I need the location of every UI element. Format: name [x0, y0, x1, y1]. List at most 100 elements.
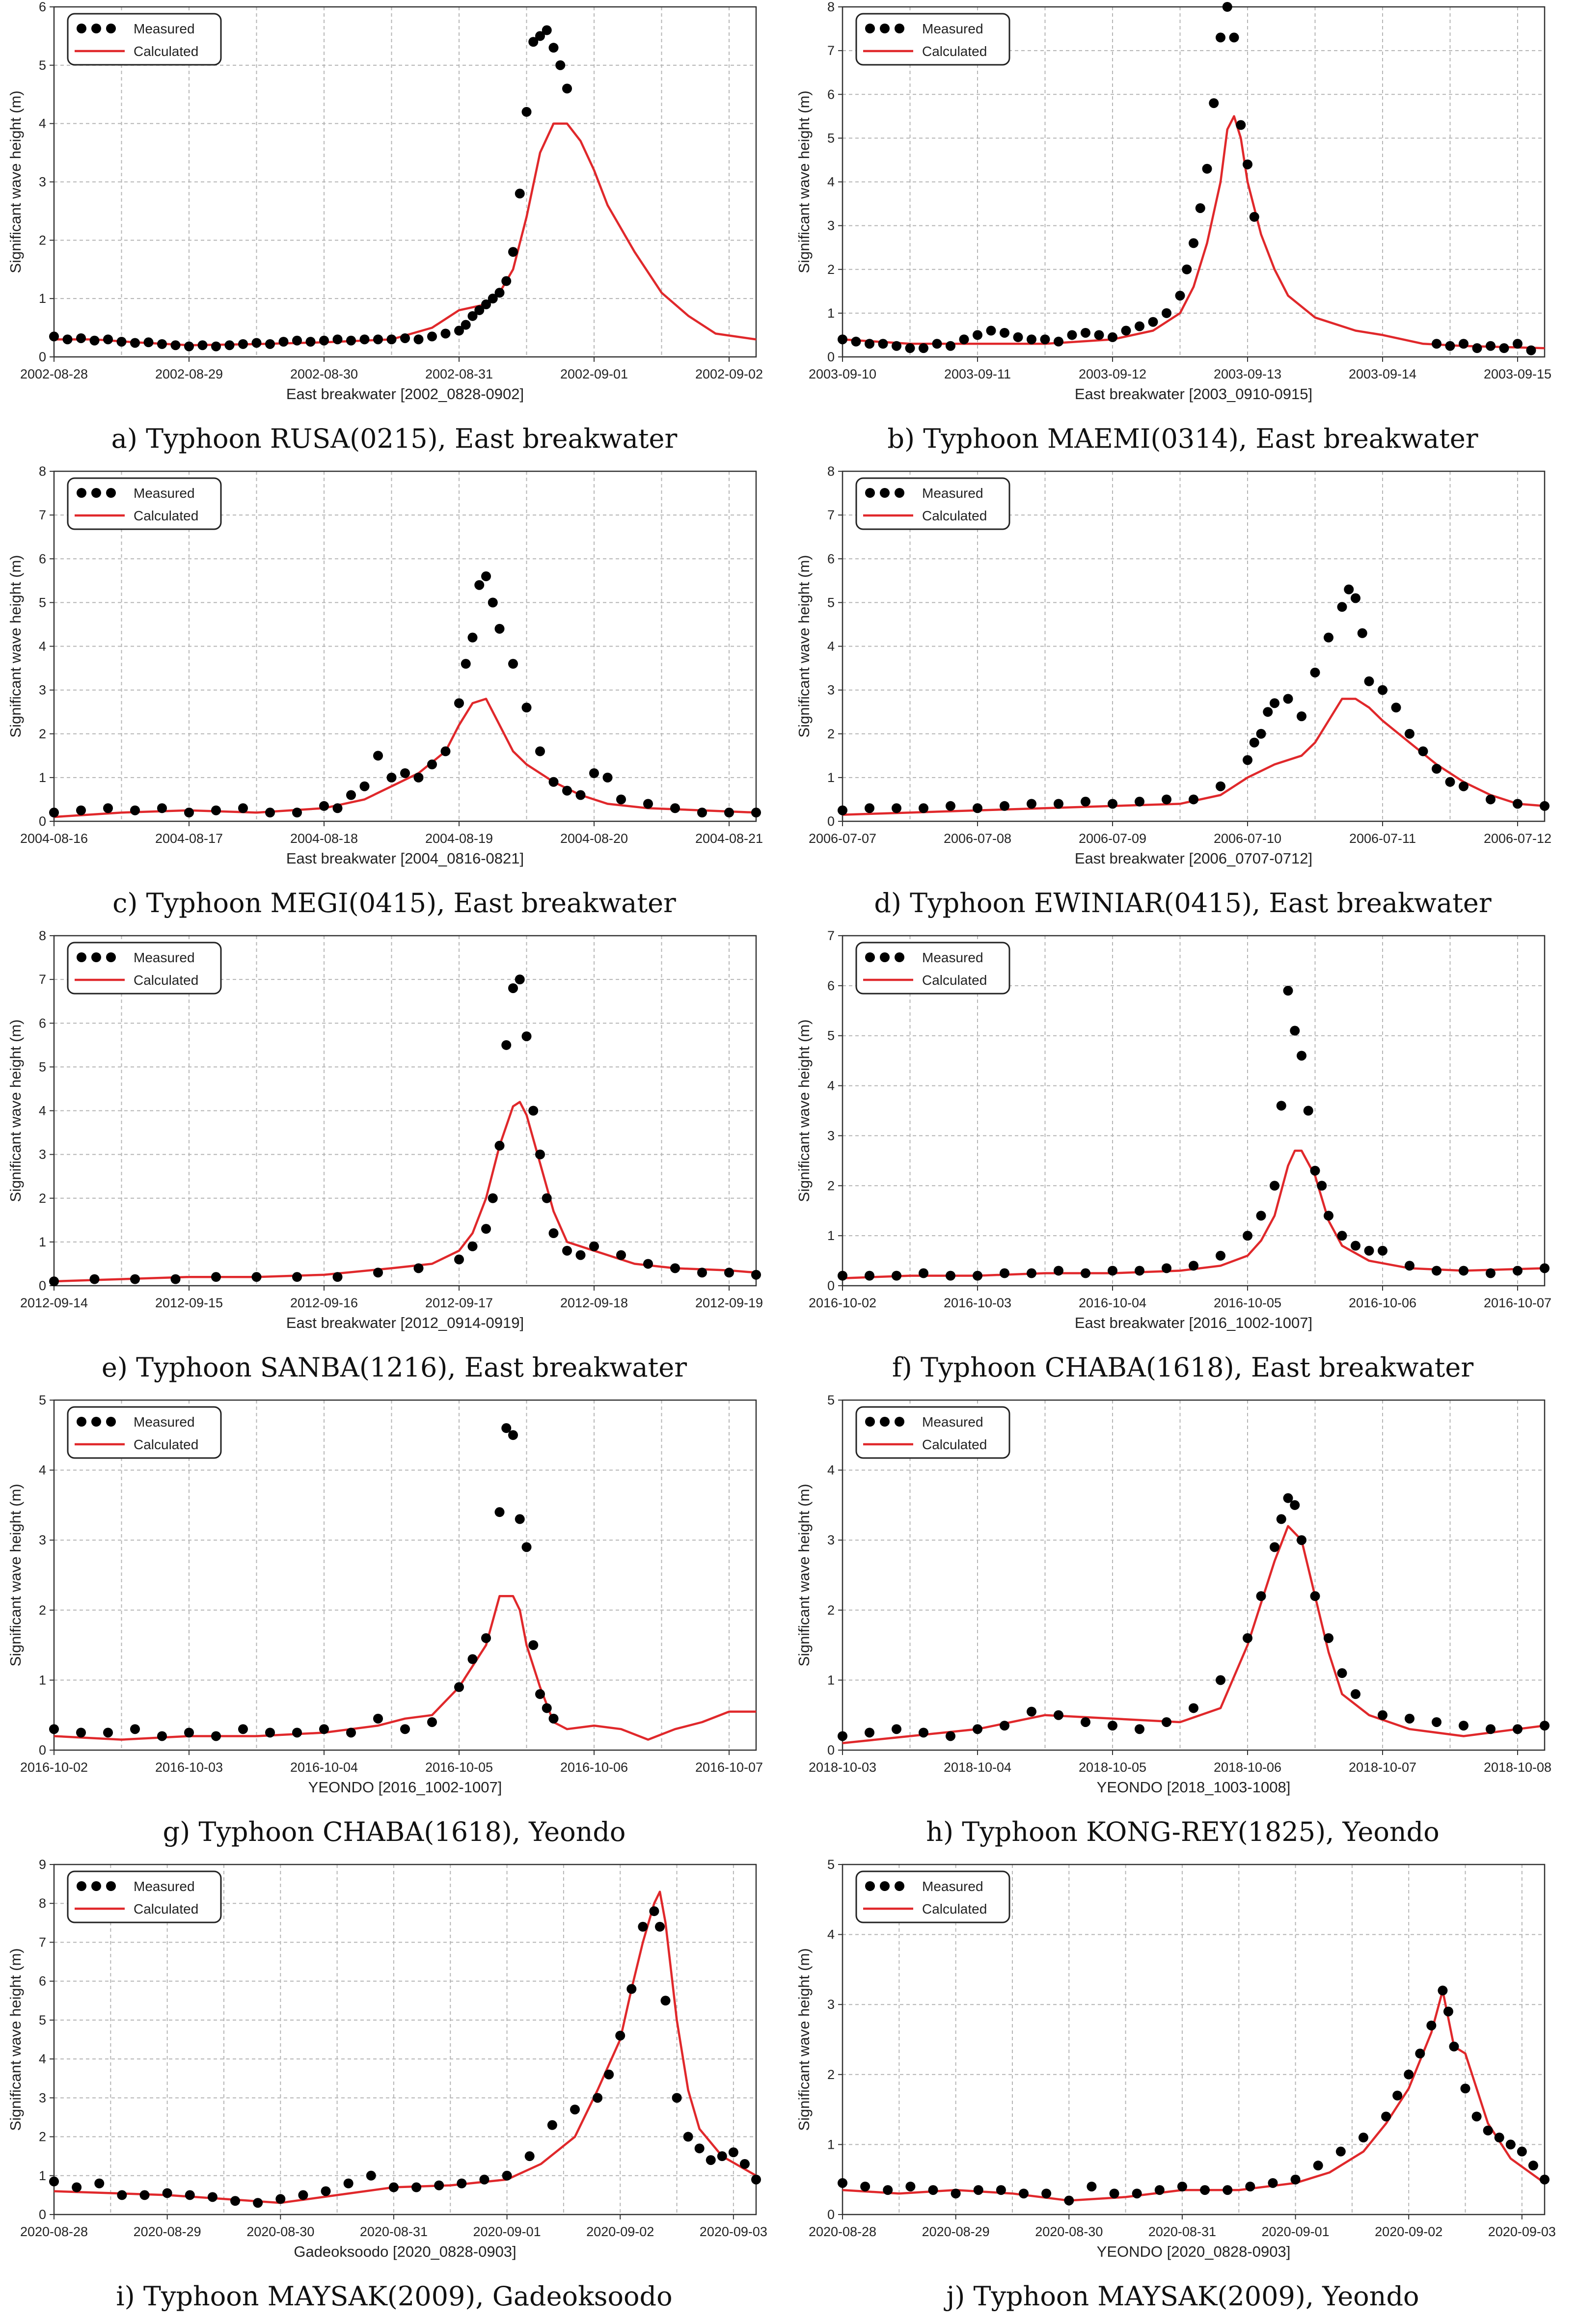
- measured-point: [951, 2189, 961, 2199]
- measured-point: [170, 1274, 181, 1284]
- legend-label-calculated: Calculated: [134, 973, 198, 988]
- measured-point: [1236, 120, 1246, 130]
- measured-point: [413, 1263, 424, 1273]
- measured-point: [197, 340, 208, 351]
- measured-point: [1540, 1721, 1550, 1731]
- y-tick-label: 9: [39, 1857, 46, 1872]
- measured-point: [1472, 343, 1482, 353]
- plot-frame: [842, 1864, 1546, 2216]
- measured-point: [1189, 1703, 1198, 1713]
- x-axis-label: Gadeoksoodo [2020_0828-0903]: [294, 2243, 516, 2260]
- legend-label-calculated: Calculated: [922, 44, 987, 59]
- measured-point: [238, 1724, 248, 1734]
- measured-point: [1505, 2139, 1516, 2150]
- x-tick-label: 2020-09-02: [586, 2224, 654, 2239]
- measured-point: [1108, 1721, 1117, 1731]
- measured-point: [1109, 2189, 1119, 2199]
- x-tick-label: 2003-09-15: [1484, 367, 1551, 381]
- measured-point: [1162, 1263, 1171, 1273]
- measured-point: [359, 334, 370, 345]
- y-tick-label: 5: [827, 1028, 835, 1043]
- measured-point: [130, 1274, 140, 1284]
- y-axis-label: Significant wave height (m): [795, 1484, 813, 1666]
- measured-point: [481, 1224, 491, 1234]
- legend-measured-marker: [880, 488, 890, 498]
- measured-point: [479, 2174, 489, 2185]
- y-tick-label: 5: [39, 595, 46, 610]
- measured-point: [1135, 1266, 1144, 1276]
- measured-point: [184, 808, 194, 818]
- measured-point: [332, 334, 343, 345]
- measured-point: [501, 1423, 512, 1433]
- panel-i: 0 1 2 3 4 5 6 7 8 9 2020-08-28 2020-08-29 2020-08-30…: [0, 1857, 788, 2322]
- legend-label-measured: Measured: [134, 486, 195, 501]
- measured-point: [562, 83, 572, 94]
- measured-point: [1081, 1717, 1090, 1727]
- y-tick-label: 6: [39, 1016, 46, 1030]
- measured-point: [265, 808, 275, 818]
- panel-e: 0 1 2 3 4 5 6 7 8 2012-09-14 2012-09-15 2012-09-16 2…: [0, 928, 788, 1393]
- measured-point: [388, 2182, 399, 2192]
- measured-point: [838, 2178, 847, 2188]
- measured-point: [1378, 685, 1387, 695]
- measured-point: [332, 803, 343, 813]
- x-tick-label: 2018-10-07: [1349, 1760, 1416, 1775]
- measured-point: [892, 803, 901, 813]
- measured-point: [103, 1728, 113, 1738]
- measured-point: [1297, 1535, 1306, 1545]
- y-tick-label: 1: [39, 2168, 46, 2183]
- measured-point: [1243, 1633, 1252, 1643]
- legend-label-measured: Measured: [134, 1879, 195, 1894]
- measured-point: [946, 1731, 955, 1741]
- measured-point: [1513, 339, 1523, 349]
- measured-point: [461, 320, 471, 330]
- chart-e: 0 1 2 3 4 5 6 7 8 2012-09-14 2012-09-15 2012-09-16 2…: [7, 928, 763, 1331]
- y-tick-label: 5: [39, 1059, 46, 1074]
- measured-point: [683, 2132, 693, 2142]
- y-tick-label: 2: [827, 262, 835, 277]
- measured-point: [535, 1149, 545, 1160]
- measured-point: [973, 1270, 982, 1281]
- plot-frame: [53, 470, 757, 822]
- measured-point: [1283, 986, 1293, 996]
- x-tick-label: 2018-10-06: [1214, 1760, 1281, 1775]
- measured-point: [474, 305, 485, 315]
- measured-point: [521, 107, 532, 117]
- legend-measured-marker: [880, 1881, 890, 1891]
- y-tick-label: 3: [39, 2090, 46, 2105]
- measured-point: [116, 337, 127, 347]
- y-tick-label: 2: [39, 233, 46, 247]
- measured-point: [528, 1640, 539, 1650]
- chart-a: 0 1 2 3 4 5 6 2002-08-28 2002-08-29 2002-08-30 200…: [7, 0, 763, 403]
- measured-point: [1297, 711, 1306, 722]
- panel-j: 0 1 2 3 4 5 2020-08-28 2020-08-29 2020-08-30 2020…: [788, 1857, 1577, 2322]
- legend-label-measured: Measured: [922, 21, 983, 36]
- y-tick-label: 2: [39, 727, 46, 741]
- measured-point: [521, 1542, 532, 1552]
- measured-point: [1418, 746, 1428, 757]
- measured-point: [130, 1724, 140, 1734]
- measured-point: [1357, 628, 1367, 638]
- caption-e: e) Typhoon SANBA(1216), East breakwater: [101, 1352, 687, 1383]
- measured-point: [1459, 1266, 1468, 1276]
- measured-point: [474, 580, 485, 590]
- chart-c: 0 1 2 3 4 5 6 7 8 2004-08-16 2004-08-17 2004-08-18 2…: [7, 464, 763, 867]
- legend-measured-marker: [895, 1417, 904, 1427]
- legend-measured-marker: [880, 952, 890, 962]
- y-tick-label: 3: [827, 218, 835, 233]
- measured-point: [1313, 2161, 1323, 2171]
- legend-measured-marker: [106, 488, 116, 498]
- measured-point: [508, 983, 518, 993]
- measured-point: [728, 2147, 738, 2158]
- measured-point: [946, 1270, 955, 1281]
- measured-point: [332, 1272, 343, 1282]
- legend-measured-marker: [865, 488, 875, 498]
- chart-j: 0 1 2 3 4 5 2020-08-28 2020-08-29 2020-08-30 2020…: [795, 1857, 1556, 2260]
- measured-point: [457, 2178, 467, 2189]
- measured-point: [1283, 694, 1293, 704]
- plot-frame: [842, 470, 1546, 822]
- plot-frame: [842, 935, 1546, 1287]
- measured-point: [1245, 2181, 1255, 2191]
- measured-point: [1270, 698, 1279, 708]
